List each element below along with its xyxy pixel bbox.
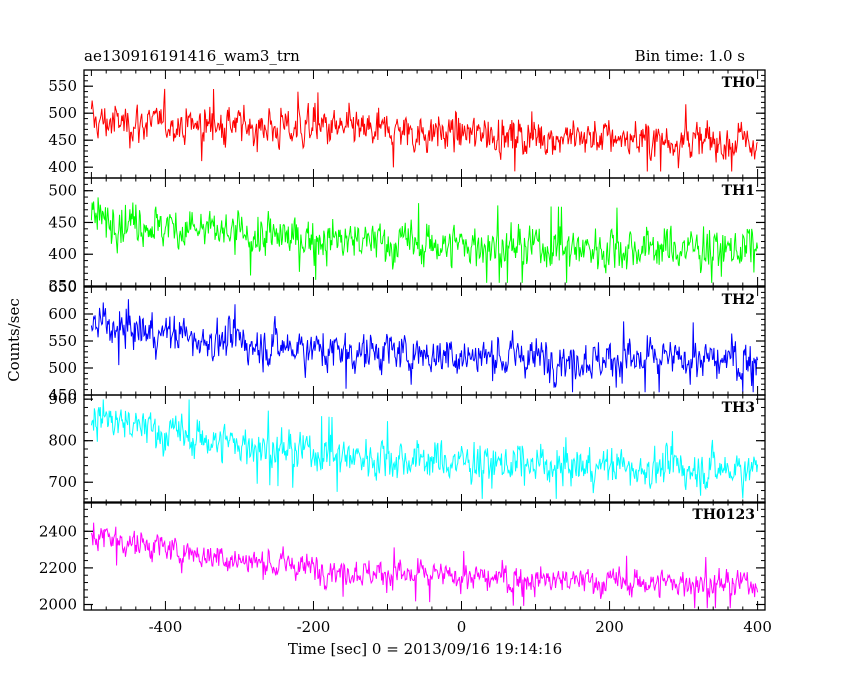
y-tick-label: 400 [48, 245, 77, 263]
panel-label: TH3 [722, 400, 755, 416]
panel-label: TH0 [722, 75, 756, 91]
y-tick-label: 2400 [39, 522, 77, 540]
x-tick-label: 400 [743, 618, 772, 636]
y-tick-label: 450 [48, 131, 77, 149]
panel-th2: 450 500 550 600 650 TH2 [48, 278, 766, 404]
y-tick-label: 900 [48, 390, 77, 408]
x-axis: -400 -200 0 200 400 [149, 618, 772, 636]
x-tick-label: -200 [297, 618, 331, 636]
panel-frame [83, 501, 766, 611]
y-tick-label: 650 [48, 278, 77, 296]
panel-th3: 700 800 900 TH3 [48, 390, 766, 504]
panel-th0123: 2000 2200 2400 TH0123 [39, 501, 766, 614]
panel-label: TH0123 [692, 507, 755, 523]
y-axis-label: Counts/sec [5, 298, 23, 382]
panels-group: 400 450 500 550 TH0 350 400 450 500 TH1 450 500 550 6… [39, 69, 766, 614]
series-line-th3 [90, 399, 759, 499]
y-tick-label: 600 [48, 305, 77, 323]
y-tick-label: 550 [48, 332, 77, 350]
panel-label: TH1 [722, 183, 755, 199]
y-tick-label: 2200 [39, 559, 77, 577]
bin-time-label: Bin time: 1.0 s [635, 47, 745, 65]
y-tick-label: 500 [48, 359, 77, 377]
series-line-th1 [90, 197, 759, 283]
y-tick-label: 700 [48, 473, 77, 491]
y-tick-label: 550 [48, 77, 77, 95]
y-tick-label: 500 [48, 182, 77, 200]
panel-frame [83, 394, 766, 504]
y-tick-label: 400 [48, 158, 77, 176]
series-line-th2 [90, 299, 759, 393]
series-line-th0 [90, 88, 758, 172]
x-axis-label: Time [sec] 0 = 2013/09/16 19:14:16 [288, 640, 562, 658]
y-tick-label: 500 [48, 104, 77, 122]
panel-frame [83, 177, 766, 287]
series-line-th0123 [90, 522, 759, 609]
y-tick-label: 800 [48, 432, 77, 450]
x-tick-label: 0 [457, 618, 467, 636]
y-tick-label: 350 [48, 277, 77, 295]
panel-th0: 400 450 500 550 TH0 [48, 69, 766, 179]
y-tick-label: 450 [48, 213, 77, 231]
x-tick-label: 200 [595, 618, 624, 636]
y-tick-label: 450 [48, 386, 77, 404]
panel-th1: 350 400 450 500 TH1 [48, 177, 766, 295]
y-tick-label: 2000 [39, 596, 77, 614]
chart-title: ae130916191416_wam3_trn [84, 47, 300, 65]
x-tick-label: -400 [149, 618, 183, 636]
panel-label: TH2 [722, 292, 755, 308]
panel-frame [83, 286, 766, 396]
